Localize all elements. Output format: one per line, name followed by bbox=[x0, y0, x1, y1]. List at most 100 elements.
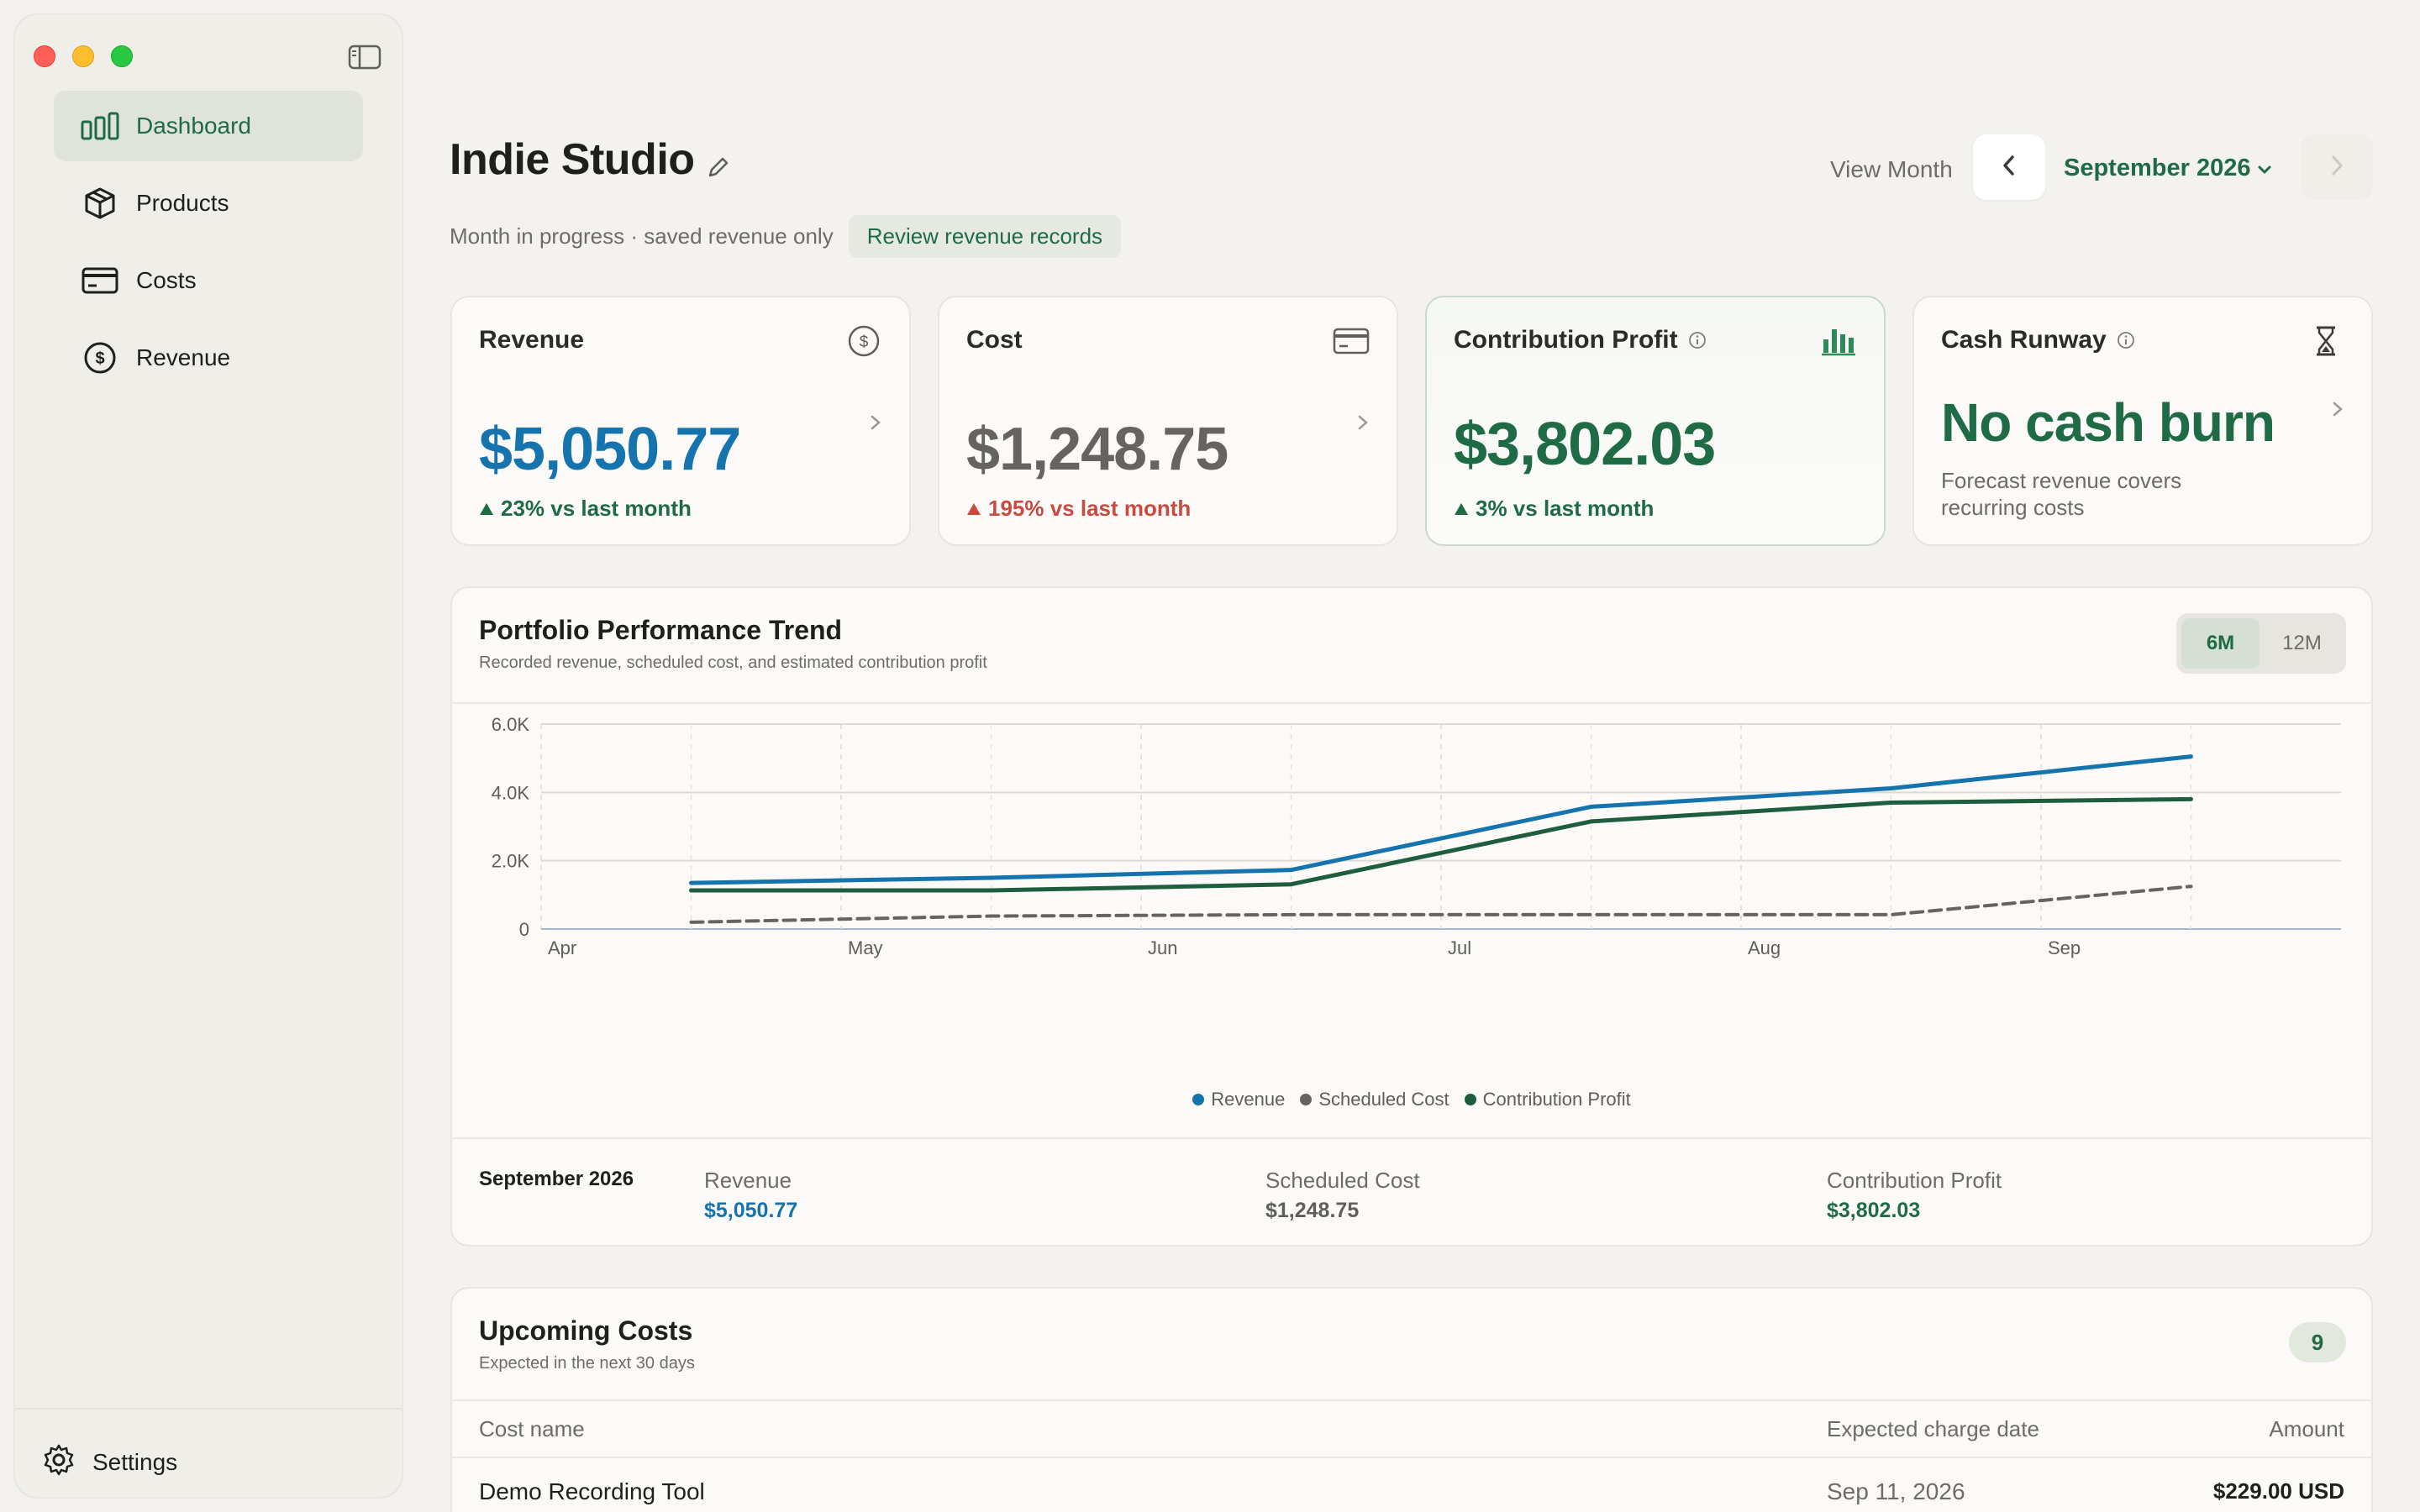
cost-card[interactable]: Cost $1,248.75 195% vs last month bbox=[938, 296, 1398, 546]
bar-chart-filled-icon bbox=[1820, 323, 1857, 360]
summary-value: $1,248.75 bbox=[1265, 1199, 1360, 1222]
chevron-down-icon bbox=[2257, 155, 2272, 182]
bar-chart-icon bbox=[81, 107, 119, 145]
card-title: Cash Runway bbox=[1941, 326, 2135, 354]
legend-dot bbox=[1464, 1094, 1476, 1105]
summary-label: Revenue bbox=[704, 1168, 792, 1193]
legend-item-revenue[interactable]: Revenue bbox=[1192, 1089, 1285, 1110]
profit-delta-text: 3% vs last month bbox=[1476, 496, 1655, 521]
previous-month-button[interactable] bbox=[1973, 134, 2045, 200]
close-window-button[interactable] bbox=[34, 45, 55, 67]
legend-item-scheduled-cost[interactable]: Scheduled Cost bbox=[1300, 1089, 1449, 1110]
panel-subtitle: Recorded revenue, scheduled cost, and es… bbox=[479, 654, 987, 672]
summary-label: Contribution Profit bbox=[1827, 1168, 2002, 1193]
summary-profit: Contribution Profit $3,802.03 bbox=[1827, 1168, 2002, 1223]
sidebar-item-settings[interactable]: Settings bbox=[42, 1443, 177, 1481]
x-tick-label: Jun bbox=[1148, 937, 1177, 958]
performance-trend-panel: Portfolio Performance Trend Recorded rev… bbox=[450, 586, 2373, 1247]
range-segmented-control: 6M 12M bbox=[2176, 613, 2346, 674]
y-tick-label: 4.0K bbox=[492, 782, 530, 803]
column-header-cost-name[interactable]: Cost name bbox=[479, 1416, 585, 1441]
info-icon[interactable] bbox=[2117, 331, 2135, 349]
profit-delta: 3% vs last month bbox=[1454, 496, 1654, 522]
x-tick-label: Apr bbox=[548, 937, 576, 958]
legend-label: Scheduled Cost bbox=[1318, 1089, 1449, 1110]
panel-divider bbox=[452, 1457, 2371, 1458]
count-badge: 9 bbox=[2289, 1322, 2346, 1362]
contribution-profit-card[interactable]: Contribution Profit $3,802.03 3% vs last… bbox=[1425, 296, 1886, 546]
series-line-revenue bbox=[689, 754, 2193, 885]
series-line-contribution-profit bbox=[689, 796, 2193, 893]
sidebar-item-dashboard[interactable]: Dashboard bbox=[54, 91, 363, 161]
cash-runway-card[interactable]: Cash Runway No cash burn Forecast revenu… bbox=[1912, 296, 2373, 546]
next-month-button[interactable] bbox=[2301, 134, 2373, 200]
chart-legend: Revenue Scheduled Cost Contribution Prof… bbox=[452, 1089, 2371, 1110]
cost-delta: 195% vs last month bbox=[966, 496, 1191, 522]
triangle-up-icon bbox=[967, 502, 981, 515]
sidebar-item-products[interactable]: Products bbox=[54, 168, 363, 239]
sidebar-item-label: Products bbox=[136, 190, 229, 216]
chevron-right-icon bbox=[2333, 402, 2343, 417]
sidebar-item-label: Dashboard bbox=[136, 113, 251, 139]
sidebar-toggle-icon[interactable] bbox=[348, 44, 381, 71]
range-12m-button[interactable]: 12M bbox=[2282, 632, 2322, 654]
chevron-right-icon bbox=[2328, 153, 2346, 182]
summary-cost: Scheduled Cost $1,248.75 bbox=[1265, 1168, 1420, 1223]
panel-divider bbox=[452, 1399, 2371, 1401]
minimize-window-button[interactable] bbox=[72, 45, 94, 67]
column-header-charge-date[interactable]: Expected charge date bbox=[1827, 1416, 2039, 1441]
sidebar-item-costs[interactable]: Costs bbox=[54, 245, 363, 316]
legend-item-contribution-profit[interactable]: Contribution Profit bbox=[1464, 1089, 1631, 1110]
header-subline: Month in progress · saved revenue only R… bbox=[450, 215, 1122, 258]
y-tick-label: 2.0K bbox=[492, 851, 530, 872]
panel-subtitle: Expected in the next 30 days bbox=[479, 1354, 695, 1373]
trend-line-chart: 0 2.0K 4.0K 6.0K Apr May Jun Jul Aug Sep bbox=[492, 714, 2341, 958]
sidebar: Dashboard Products Costs $ Revenue bbox=[13, 13, 403, 1499]
revenue-delta-text: 23% vs last month bbox=[501, 496, 692, 521]
summary-value: $3,802.03 bbox=[1827, 1199, 1921, 1222]
panel-divider bbox=[452, 702, 2371, 704]
month-status-text: Month in progress · saved revenue only bbox=[450, 223, 834, 249]
dollar-circle-icon: $ bbox=[81, 339, 119, 377]
summary-label: Scheduled Cost bbox=[1265, 1168, 1420, 1193]
legend-label: Contribution Profit bbox=[1482, 1089, 1631, 1110]
amount-cell: $229.00 USD bbox=[2212, 1478, 2344, 1504]
chevron-right-icon bbox=[871, 415, 881, 430]
profit-card-title: Contribution Profit bbox=[1454, 326, 1678, 354]
pencil-icon[interactable] bbox=[706, 155, 731, 180]
dollar-circle-icon: $ bbox=[845, 323, 882, 360]
panel-title: Portfolio Performance Trend bbox=[479, 615, 843, 645]
month-selector[interactable]: September 2026 bbox=[2064, 155, 2272, 182]
settings-label: Settings bbox=[92, 1448, 178, 1475]
card-title: Contribution Profit bbox=[1454, 326, 1707, 354]
column-header-amount[interactable]: Amount bbox=[2269, 1416, 2344, 1441]
cost-card-title: Cost bbox=[966, 326, 1023, 354]
sidebar-item-revenue[interactable]: $ Revenue bbox=[54, 323, 363, 393]
triangle-up-icon bbox=[480, 502, 493, 515]
runway-card-title: Cash Runway bbox=[1941, 326, 2107, 354]
revenue-card-title: Revenue bbox=[479, 326, 585, 354]
info-icon[interactable] bbox=[1688, 331, 1707, 349]
sidebar-nav: Dashboard Products Costs $ Revenue bbox=[54, 91, 363, 400]
review-revenue-records-link[interactable]: Review revenue records bbox=[848, 215, 1122, 258]
x-tick-label: Sep bbox=[2048, 937, 2081, 958]
upcoming-costs-panel: Upcoming Costs Expected in the next 30 d… bbox=[450, 1287, 2373, 1512]
selected-month: September 2026 bbox=[2064, 155, 2251, 181]
view-month-label: View Month bbox=[1830, 156, 1953, 182]
summary-value: $5,050.77 bbox=[704, 1199, 798, 1222]
zoom-window-button[interactable] bbox=[111, 45, 133, 67]
sidebar-divider bbox=[15, 1408, 402, 1410]
revenue-card[interactable]: Revenue $ $5,050.77 23% vs last month bbox=[450, 296, 911, 546]
cost-name-cell: Demo Recording Tool bbox=[479, 1478, 705, 1504]
window-controls bbox=[34, 45, 133, 67]
sidebar-item-label: Costs bbox=[136, 267, 197, 293]
gear-icon bbox=[42, 1443, 76, 1481]
chevron-left-icon bbox=[2000, 153, 2018, 182]
credit-card-icon bbox=[81, 261, 119, 300]
runway-note: Forecast revenue covers recurring costs bbox=[1941, 468, 2182, 520]
charge-date-cell: Sep 11, 2026 bbox=[1827, 1478, 1965, 1504]
range-6m-button[interactable]: 6M bbox=[2181, 618, 2260, 669]
svg-text:$: $ bbox=[95, 349, 104, 368]
profit-value: $3,802.03 bbox=[1454, 411, 1716, 478]
